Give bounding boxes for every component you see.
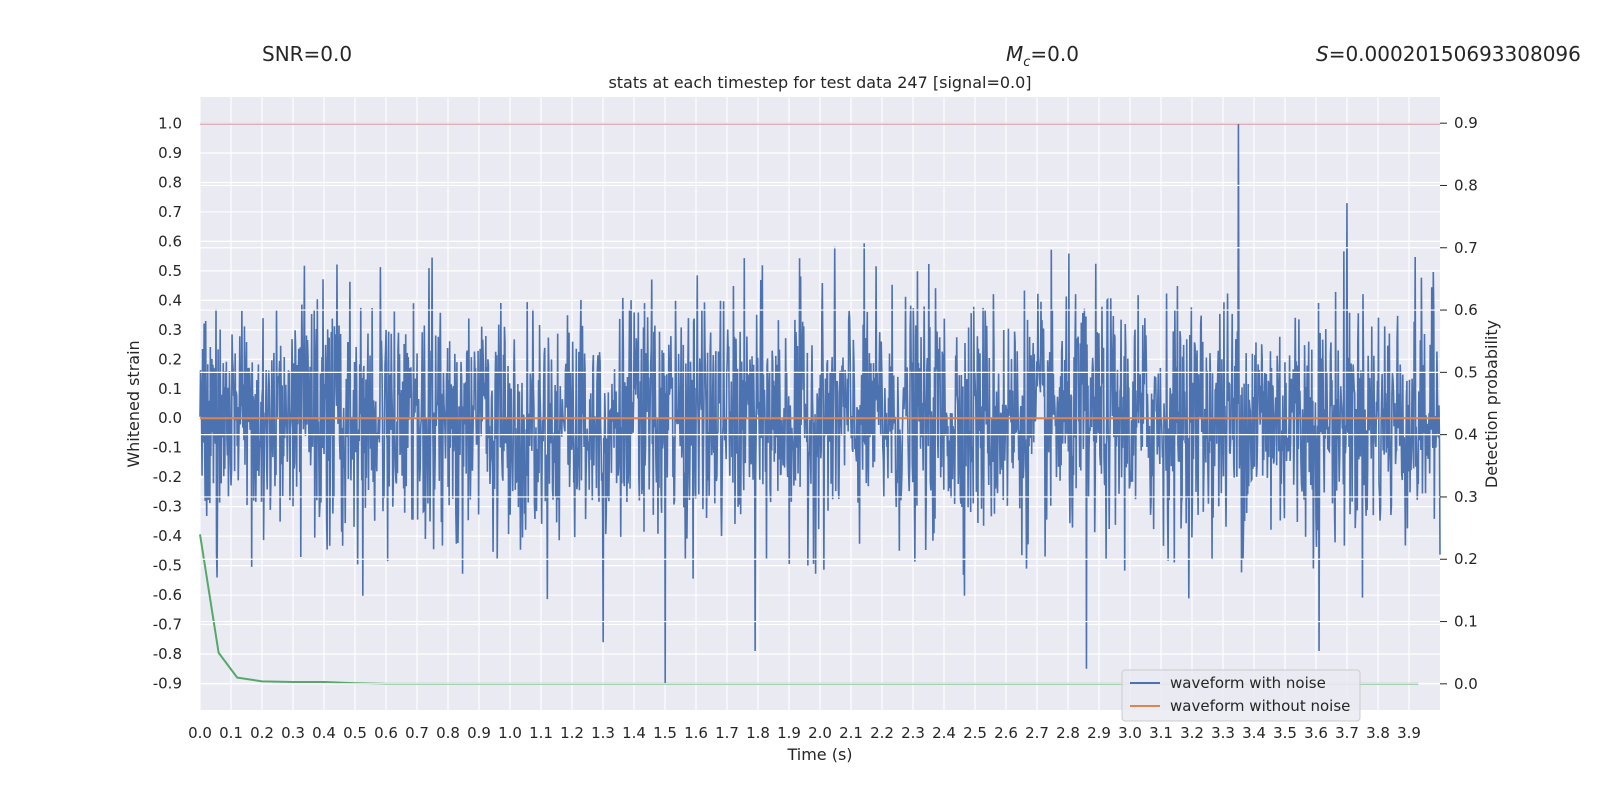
- x-axis-label: Time (s): [786, 745, 852, 764]
- y-left-tick-label: 0.5: [158, 262, 182, 280]
- y-right-tick-label: 0.0: [1454, 675, 1478, 693]
- y-left-tick-label: -0.9: [153, 674, 182, 692]
- x-tick-label: 2.9: [1087, 724, 1111, 742]
- x-tick-label: 2.8: [1056, 724, 1080, 742]
- y-right-tick-label: 0.6: [1454, 301, 1478, 319]
- suptitle-mc-subscript: c: [1023, 55, 1030, 70]
- x-tick-label: 3.5: [1273, 724, 1297, 742]
- suptitle-snr: SNR=0.0: [262, 42, 352, 66]
- x-tick-label: 0.3: [281, 724, 305, 742]
- x-tick-label: 0.6: [374, 724, 398, 742]
- x-tick-label: 3.7: [1335, 724, 1359, 742]
- y-right-tick-label: 0.5: [1454, 363, 1478, 381]
- y-left-tick-label: 0.8: [158, 173, 182, 191]
- x-tick-label: 1.1: [529, 724, 553, 742]
- y-left-tick-label: 0.6: [158, 232, 182, 250]
- y-left-tick-label: -0.1: [153, 439, 182, 457]
- x-tick-label: 3.0: [1118, 724, 1142, 742]
- y-left-tick-label: -0.4: [153, 527, 182, 545]
- series-waveform-with-noise: [199, 123, 1441, 684]
- legend-label-noise: waveform with noise: [1170, 674, 1326, 692]
- x-tick-label: 3.9: [1397, 724, 1421, 742]
- x-tick-label: 2.6: [994, 724, 1018, 742]
- x-tick-label: 1.4: [622, 724, 646, 742]
- suptitle-s-value: =0.00020150693308096: [1329, 42, 1581, 66]
- grid-right-axis: [200, 122, 1440, 685]
- x-tick-label: 0.0: [188, 724, 212, 742]
- x-tick-label: 2.1: [839, 724, 863, 742]
- y-left-tick-label: 0.9: [158, 144, 182, 162]
- x-tick-label: 0.1: [219, 724, 243, 742]
- x-tick-label: 2.7: [1025, 724, 1049, 742]
- x-tick-label: 1.8: [746, 724, 770, 742]
- x-tick-label: 1.0: [498, 724, 522, 742]
- y-left-tick-label: -0.5: [153, 557, 182, 575]
- suptitle-mc-value: =0.0: [1030, 42, 1079, 66]
- x-tick-label: 3.4: [1242, 724, 1266, 742]
- y-right-tick-label: 0.8: [1454, 176, 1478, 194]
- y-right-tick-label: 0.3: [1454, 488, 1478, 506]
- x-tick-label: 0.2: [250, 724, 274, 742]
- x-tick-label: 3.6: [1304, 724, 1328, 742]
- x-tick-label: 1.7: [715, 724, 739, 742]
- y-axis-label-right: Detection probability: [1482, 320, 1501, 488]
- y-left-tick-label: 1.0: [158, 115, 182, 133]
- y-left-tick-label: 0.1: [158, 380, 182, 398]
- y-left-tick-labels: 1.0 0.9 0.8 0.7 0.6 0.5 0.4 0.3 0.2 0.1 0.0 -0.1 -0.…: [153, 115, 182, 693]
- x-tick-label: 1.2: [560, 724, 584, 742]
- y-right-tick-labels: 0.9 0.8 0.7 0.6 0.5 0.4 0.3 0.2 0.1 0.0: [1440, 114, 1478, 693]
- y-right-tick-label: 0.1: [1454, 613, 1478, 631]
- x-tick-label: 0.7: [405, 724, 429, 742]
- y-left-tick-label: 0.4: [158, 291, 182, 309]
- y-left-tick-label: -0.6: [153, 586, 182, 604]
- x-tick-label: 3.3: [1211, 724, 1235, 742]
- x-tick-label: 1.9: [777, 724, 801, 742]
- x-tick-labels: 0.0 0.1 0.2 0.3 0.4 0.5 0.6 0.7 0.8 0.9 1.0 1.1 1.2 1…: [188, 724, 1421, 742]
- legend-label-clean: waveform without noise: [1170, 697, 1350, 715]
- y-right-tick-label: 0.9: [1454, 114, 1478, 132]
- suptitle-s-symbol: S: [1316, 42, 1329, 66]
- y-right-tick-label: 0.4: [1454, 426, 1478, 444]
- x-tick-label: 0.4: [312, 724, 336, 742]
- x-tick-label: 0.8: [436, 724, 460, 742]
- x-tick-label: 2.0: [808, 724, 832, 742]
- x-tick-label: 2.4: [932, 724, 956, 742]
- y-left-tick-label: 0.0: [158, 409, 182, 427]
- y-right-tick-label: 0.7: [1454, 239, 1478, 257]
- suptitle-mc-symbol: M: [1006, 42, 1023, 66]
- y-left-tick-label: 0.2: [158, 350, 182, 368]
- legend-box: [1121, 669, 1361, 722]
- x-tick-label: 3.1: [1149, 724, 1173, 742]
- chart-title: stats at each timestep for test data 247…: [608, 73, 1031, 92]
- legend: waveform with noise waveform without noi…: [1121, 669, 1361, 722]
- y-left-tick-label: -0.7: [153, 616, 182, 634]
- x-tick-label: 2.2: [870, 724, 894, 742]
- x-tick-label: 2.5: [963, 724, 987, 742]
- x-tick-label: 1.3: [591, 724, 615, 742]
- y-left-tick-label: -0.2: [153, 468, 182, 486]
- y-left-tick-label: 0.7: [158, 203, 182, 221]
- suptitle-mc: Mc=0.0: [1006, 42, 1079, 70]
- y-left-tick-label: -0.8: [153, 645, 182, 663]
- x-tick-label: 0.5: [343, 724, 367, 742]
- suptitle-s: S=0.00020150693308096: [1316, 42, 1581, 66]
- y-right-tick-label: 0.2: [1454, 550, 1478, 568]
- x-tick-label: 1.5: [653, 724, 677, 742]
- x-tick-label: 3.8: [1366, 724, 1390, 742]
- y-axis-label-left: Whitened strain: [124, 340, 143, 467]
- x-tick-label: 3.2: [1180, 724, 1204, 742]
- x-tick-label: 2.3: [901, 724, 925, 742]
- y-left-tick-label: 0.3: [158, 321, 182, 339]
- y-left-tick-label: -0.3: [153, 498, 182, 516]
- x-tick-label: 1.6: [684, 724, 708, 742]
- x-tick-label: 0.9: [467, 724, 491, 742]
